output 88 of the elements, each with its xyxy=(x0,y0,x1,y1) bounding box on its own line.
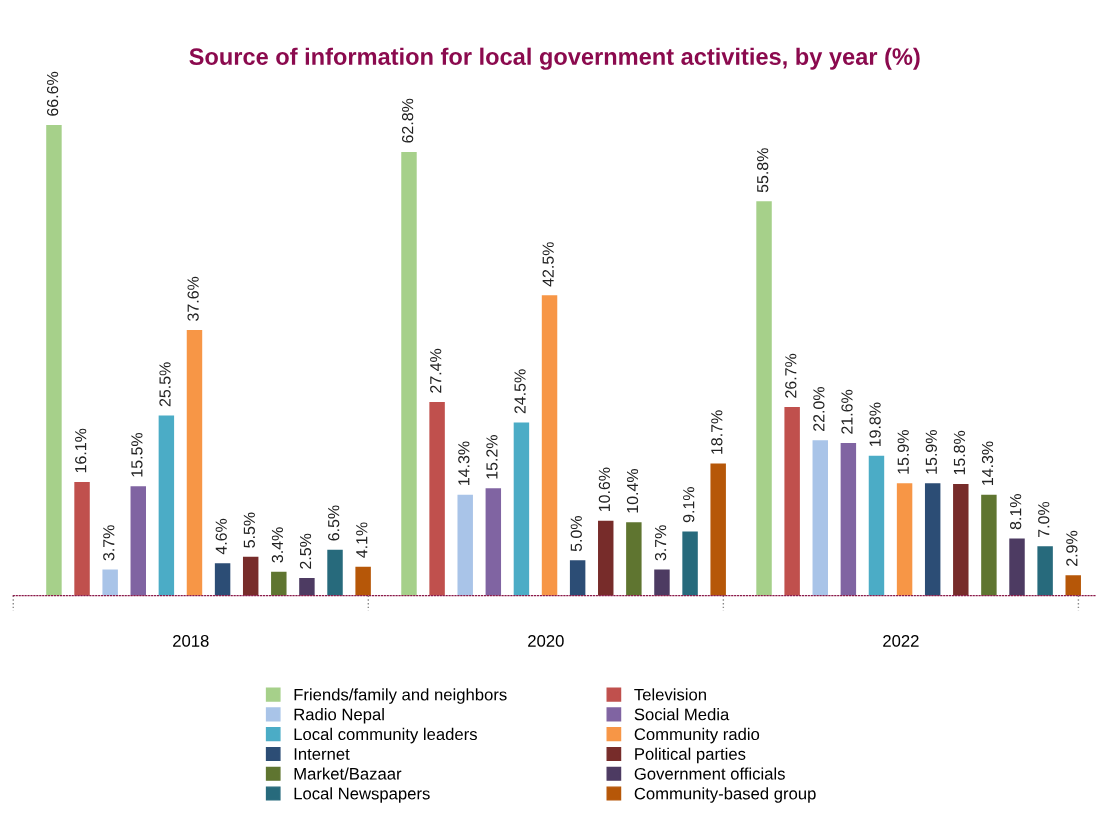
data-label: 10.4% xyxy=(626,468,639,513)
bar xyxy=(429,402,445,596)
bar xyxy=(74,481,90,596)
bar xyxy=(1037,546,1053,596)
data-label: 15.9% xyxy=(897,430,909,474)
data-label: 15.5% xyxy=(131,432,143,477)
bar xyxy=(513,422,530,596)
bar xyxy=(953,484,969,596)
data-label: 8.1% xyxy=(1009,494,1022,530)
data-label: 10.6% xyxy=(598,467,611,512)
legend-label: Radio Nepal xyxy=(294,708,384,724)
legend-label: Government officials xyxy=(634,767,785,780)
data-label: 2.5% xyxy=(299,533,312,569)
data-label: 14.3% xyxy=(458,441,470,485)
bar xyxy=(186,329,203,596)
data-label: 7.0% xyxy=(1038,501,1050,537)
bar xyxy=(1009,538,1025,596)
bar xyxy=(457,494,473,596)
bar xyxy=(1065,575,1081,596)
bar xyxy=(485,488,502,596)
bar xyxy=(626,522,642,596)
data-label: 15.2% xyxy=(486,435,498,479)
data-label: 16.1% xyxy=(75,428,87,473)
data-label: 24.5% xyxy=(514,369,526,414)
legend-label: Community radio xyxy=(634,727,760,744)
data-label: 19.8% xyxy=(869,402,881,447)
data-label: 2.9% xyxy=(1066,530,1078,566)
bar xyxy=(682,531,698,596)
bar xyxy=(784,407,800,596)
data-label: 3.4% xyxy=(271,527,284,563)
data-label: 3.7% xyxy=(103,525,115,561)
data-label: 15.9% xyxy=(925,430,937,474)
data-label: 21.6% xyxy=(841,389,853,434)
bar xyxy=(710,463,726,596)
legend-label: Local community leaders xyxy=(294,727,477,744)
data-label: 25.5% xyxy=(159,362,171,407)
data-label: 42.5% xyxy=(542,242,554,287)
bar xyxy=(924,483,941,596)
data-label: 4.6% xyxy=(215,518,227,555)
data-label: 15.8% xyxy=(953,430,966,475)
legend-label: Market/Bazaar xyxy=(294,767,402,780)
bar xyxy=(327,549,343,596)
bar xyxy=(130,486,146,596)
data-label: 6.5% xyxy=(328,505,340,541)
legend-label: Community-based group xyxy=(634,787,816,803)
legend-label: Political parties xyxy=(635,747,746,764)
bar xyxy=(401,151,417,596)
data-label: 18.7% xyxy=(711,410,723,454)
data-label: 14.3% xyxy=(981,441,994,485)
data-label: 27.4% xyxy=(430,348,442,393)
data-label: 5.0% xyxy=(570,516,582,552)
data-label: 9.1% xyxy=(683,487,695,523)
bar xyxy=(214,563,231,596)
bar xyxy=(812,440,828,596)
bar xyxy=(654,569,670,596)
bar xyxy=(102,569,118,596)
data-label: 66.6% xyxy=(46,71,59,116)
bar xyxy=(271,571,287,596)
bar xyxy=(981,494,997,596)
bar xyxy=(840,443,857,596)
data-label: 37.6% xyxy=(187,276,199,321)
bar xyxy=(158,415,175,596)
legend-label: Television xyxy=(634,688,706,701)
data-label: 3.7% xyxy=(654,525,667,561)
bar xyxy=(242,556,259,596)
data-label: 22.0% xyxy=(813,387,825,431)
data-label: 62.8% xyxy=(401,98,414,143)
bar xyxy=(299,578,315,596)
data-label: 5.5% xyxy=(243,512,255,548)
legend-label: Internet xyxy=(294,748,350,760)
bar xyxy=(541,295,558,596)
legend-label: Social Media xyxy=(634,708,730,721)
bar xyxy=(46,125,62,596)
x-tick-label: 2022 xyxy=(883,635,919,647)
bar xyxy=(868,455,885,596)
x-tick-label: 2018 xyxy=(173,635,209,647)
bar xyxy=(598,520,614,596)
bar xyxy=(569,560,586,596)
chart-title: Source of information for local government activities, by year (%) xyxy=(189,47,920,70)
legend-label: Local Newspapers xyxy=(294,787,430,803)
legend-label: Friends/family and neighbors xyxy=(294,688,507,704)
data-label: 4.1% xyxy=(356,522,368,558)
bar xyxy=(355,566,371,596)
bar xyxy=(896,483,913,596)
x-tick-label: 2020 xyxy=(528,635,564,647)
data-label: 55.8% xyxy=(757,148,769,193)
data-label: 26.7% xyxy=(785,353,797,398)
bar xyxy=(756,201,772,596)
